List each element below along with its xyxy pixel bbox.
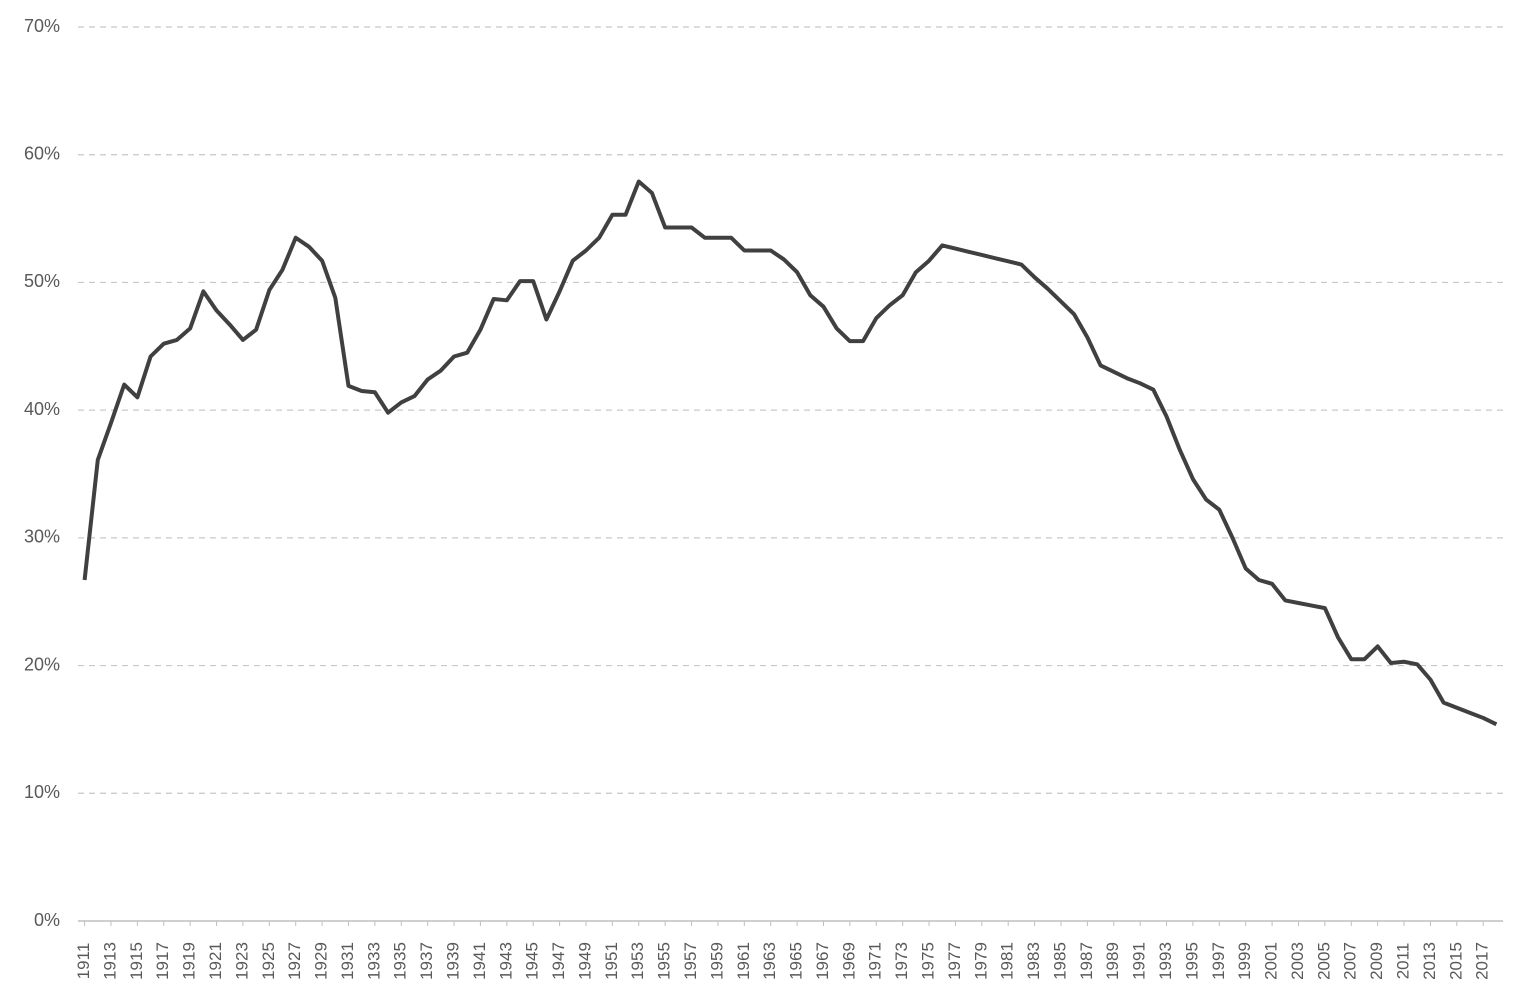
x-tick-label: 1929 (312, 942, 331, 980)
x-tick-label: 1951 (602, 942, 621, 980)
x-tick-label: 2007 (1341, 942, 1360, 980)
x-tick-label: 2001 (1262, 942, 1281, 980)
x-tick-label: 1923 (232, 942, 251, 980)
x-tick-label: 1927 (285, 942, 304, 980)
x-tick-label: 1937 (417, 942, 436, 980)
y-tick-label: 20% (24, 654, 60, 674)
x-tick-label: 1931 (338, 942, 357, 980)
y-tick-label: 50% (24, 271, 60, 291)
x-tick-label: 1957 (681, 942, 700, 980)
y-tick-label: 10% (24, 782, 60, 802)
x-tick-label: 1953 (628, 942, 647, 980)
x-tick-label: 1995 (1182, 942, 1201, 980)
x-tick-label: 1989 (1103, 942, 1122, 980)
y-tick-label: 0% (34, 910, 60, 930)
x-tick-label: 1943 (496, 942, 515, 980)
x-tick-label: 1987 (1077, 942, 1096, 980)
x-tick-label: 1961 (734, 942, 753, 980)
y-tick-label: 60% (24, 143, 60, 163)
x-tick-label: 2003 (1288, 942, 1307, 980)
x-tick-label: 1919 (180, 942, 199, 980)
y-tick-label: 30% (24, 527, 60, 547)
x-tick-label: 1971 (866, 942, 885, 980)
x-tick-label: 1947 (549, 942, 568, 980)
x-tick-label: 1985 (1050, 942, 1069, 980)
x-tick-label: 1915 (127, 942, 146, 980)
x-tick-label: 1975 (919, 942, 938, 980)
x-tick-label: 2005 (1314, 942, 1333, 980)
x-tick-label: 1913 (100, 942, 119, 980)
x-tick-label: 1941 (470, 942, 489, 980)
x-tick-label: 1977 (945, 942, 964, 980)
x-tick-label: 1949 (575, 942, 594, 980)
x-tick-label: 2013 (1420, 942, 1439, 980)
x-tick-label: 1991 (1130, 942, 1149, 980)
x-tick-label: 1963 (760, 942, 779, 980)
x-tick-label: 1959 (707, 942, 726, 980)
x-tick-label: 2009 (1367, 942, 1386, 980)
x-tick-label: 1935 (391, 942, 410, 980)
x-tick-label: 1993 (1156, 942, 1175, 980)
x-tick-label: 1955 (655, 942, 674, 980)
x-tick-label: 1983 (1024, 942, 1043, 980)
x-tick-label: 1965 (787, 942, 806, 980)
x-tick-label: 1933 (364, 942, 383, 980)
x-tick-label: 2011 (1394, 943, 1413, 980)
x-tick-label: 1967 (813, 942, 832, 980)
x-tick-label: 1981 (998, 942, 1017, 980)
x-tick-label: 1917 (153, 942, 172, 980)
x-tick-label: 1997 (1209, 942, 1228, 980)
x-tick-label: 1979 (971, 942, 990, 980)
y-tick-label: 70% (24, 16, 60, 36)
x-tick-label: 2015 (1446, 942, 1465, 980)
line (82, 179, 1498, 727)
y-tick-label: 40% (24, 399, 60, 419)
x-tick-label: 1939 (444, 942, 463, 980)
x-tick-label: 1999 (1235, 942, 1254, 980)
x-tick-label: 1969 (839, 942, 858, 980)
x-tick-label: 1945 (523, 942, 542, 980)
x-tick-label: 2017 (1473, 942, 1492, 980)
x-tick-label: 1925 (259, 942, 278, 980)
x-tick-label: 1973 (892, 942, 911, 980)
x-tick-label: 1911 (74, 943, 93, 980)
x-tick-label: 1921 (206, 942, 225, 980)
